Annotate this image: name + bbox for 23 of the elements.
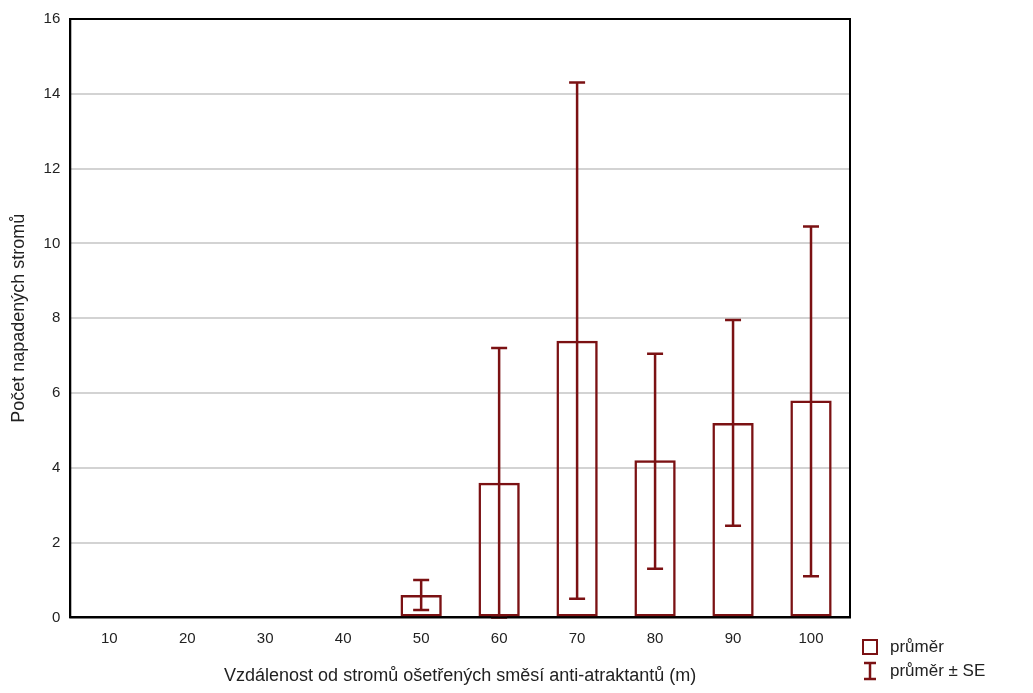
text: průměr ± SE (890, 661, 986, 682)
y-tick-label: 6 (51, 383, 61, 401)
x-tick-label: 80 (646, 628, 664, 646)
y-tick-label: 8 (51, 308, 61, 326)
y-tick-label: 4 (51, 457, 61, 475)
x-axis-title: Vzdálenost od stromů ošetřených směsí anti-atraktantů (m) (224, 665, 697, 686)
x-tick-label: 20 (178, 628, 196, 646)
x-tick-label: 90 (724, 628, 742, 646)
legend-label: průměr (890, 637, 944, 658)
y-axis-title: Počet napadených stromů (7, 213, 28, 423)
x-tick-label: 70 (568, 628, 586, 646)
x-tick-label: 50 (412, 628, 430, 646)
x-tick-label: 30 (256, 628, 274, 646)
x-tick-label: 100 (798, 628, 824, 646)
y-tick-label: 12 (43, 158, 61, 176)
x-tick-label: 60 (490, 628, 508, 646)
x-tick-label: 40 (334, 628, 352, 646)
y-tick-label: 16 (43, 9, 61, 27)
x-tick-label: 10 (100, 628, 118, 646)
y-tick-label: 2 (51, 532, 61, 550)
y-tick-label: 14 (43, 83, 61, 101)
y-tick-label: 0 (51, 607, 61, 625)
y-tick-label: 10 (43, 233, 61, 251)
